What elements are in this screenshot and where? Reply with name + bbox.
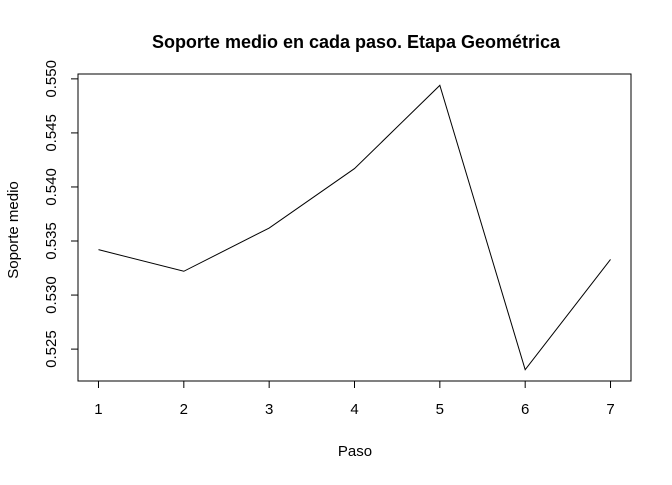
- x-tick-label: 2: [180, 401, 188, 418]
- x-tick-label: 1: [94, 401, 102, 418]
- y-tick-label: 0.550: [43, 60, 60, 98]
- series-layer: [98, 85, 610, 369]
- x-axis: 1 2 3 4 5 6 7: [94, 381, 614, 418]
- x-tick-label: 5: [436, 401, 444, 418]
- y-axis: 0.525 0.530 0.535 0.540 0.545 0.550: [43, 60, 78, 368]
- series-line: [98, 85, 610, 369]
- y-tick-label: 0.545: [43, 114, 60, 152]
- x-tick-label: 6: [521, 401, 529, 418]
- chart-title: Soporte medio en cada paso. Etapa Geomét…: [152, 32, 561, 52]
- x-tick-label: 4: [350, 401, 358, 418]
- y-tick-label: 0.540: [43, 168, 60, 206]
- y-tick-label: 0.535: [43, 222, 60, 260]
- x-tick-label: 7: [606, 401, 614, 418]
- y-axis-label: Soporte medio: [5, 181, 22, 279]
- plot-frame: [78, 74, 631, 381]
- y-tick-label: 0.525: [43, 330, 60, 368]
- x-axis-label: Paso: [338, 443, 372, 460]
- x-tick-label: 3: [265, 401, 273, 418]
- y-tick-label: 0.530: [43, 276, 60, 314]
